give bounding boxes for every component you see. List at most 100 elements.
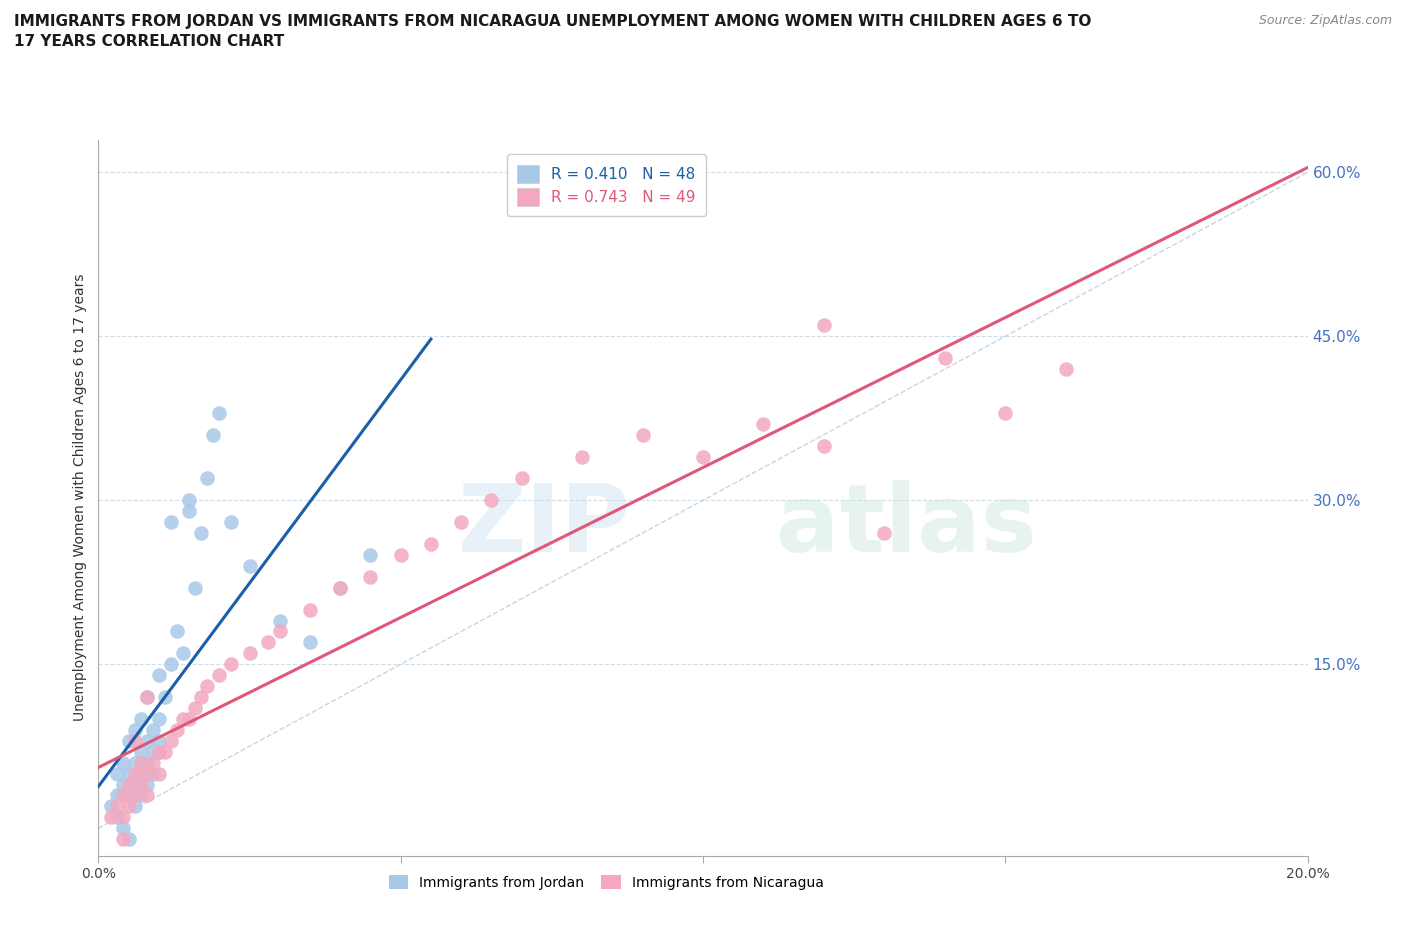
Point bbox=[118, 831, 141, 846]
Point bbox=[135, 690, 157, 705]
Point bbox=[124, 799, 146, 814]
Point bbox=[105, 788, 128, 803]
Point bbox=[160, 734, 183, 749]
Point bbox=[360, 548, 382, 563]
Point bbox=[299, 602, 322, 617]
Point bbox=[129, 788, 152, 803]
Point bbox=[256, 635, 278, 650]
Point bbox=[124, 755, 146, 770]
Point bbox=[111, 821, 134, 836]
Point bbox=[420, 537, 443, 551]
Point bbox=[148, 744, 170, 759]
Point bbox=[111, 788, 134, 803]
Point bbox=[124, 734, 146, 749]
Point bbox=[118, 788, 141, 803]
Point bbox=[135, 690, 157, 705]
Point bbox=[166, 723, 188, 737]
Point bbox=[111, 810, 134, 825]
Y-axis label: Unemployment Among Women with Children Ages 6 to 17 years: Unemployment Among Women with Children A… bbox=[73, 273, 87, 722]
Point bbox=[118, 799, 141, 814]
Point bbox=[142, 766, 165, 781]
Point bbox=[450, 514, 472, 529]
Point bbox=[100, 810, 122, 825]
Point bbox=[329, 580, 352, 595]
Point bbox=[153, 744, 176, 759]
Legend: Immigrants from Jordan, Immigrants from Nicaragua: Immigrants from Jordan, Immigrants from … bbox=[384, 870, 830, 896]
Point bbox=[813, 438, 835, 453]
Point bbox=[129, 744, 152, 759]
Text: atlas: atlas bbox=[776, 480, 1036, 572]
Point bbox=[129, 777, 152, 792]
Point bbox=[105, 799, 128, 814]
Point bbox=[179, 493, 201, 508]
Point bbox=[172, 646, 194, 661]
Point bbox=[129, 766, 152, 781]
Point bbox=[135, 766, 157, 781]
Point bbox=[111, 831, 134, 846]
Point bbox=[124, 766, 146, 781]
Point bbox=[135, 788, 157, 803]
Point bbox=[105, 810, 128, 825]
Point bbox=[208, 405, 231, 420]
Point bbox=[179, 711, 201, 726]
Point bbox=[148, 668, 170, 683]
Point bbox=[752, 417, 775, 432]
Point bbox=[148, 734, 170, 749]
Point bbox=[360, 569, 382, 584]
Point bbox=[299, 635, 322, 650]
Point bbox=[195, 471, 218, 485]
Point bbox=[221, 657, 243, 671]
Point bbox=[190, 690, 212, 705]
Point bbox=[1054, 362, 1077, 377]
Point bbox=[124, 723, 146, 737]
Point bbox=[124, 788, 146, 803]
Point bbox=[269, 624, 291, 639]
Point bbox=[190, 525, 212, 540]
Point bbox=[148, 744, 170, 759]
Point bbox=[329, 580, 352, 595]
Point bbox=[873, 525, 896, 540]
Point bbox=[239, 558, 262, 573]
Point bbox=[571, 449, 593, 464]
Point bbox=[160, 514, 183, 529]
Point bbox=[202, 427, 225, 442]
Point bbox=[389, 548, 412, 563]
Point bbox=[129, 711, 152, 726]
Point bbox=[994, 405, 1017, 420]
Text: ZIP: ZIP bbox=[457, 480, 630, 572]
Point bbox=[100, 799, 122, 814]
Point bbox=[813, 318, 835, 333]
Point bbox=[221, 514, 243, 529]
Point bbox=[129, 755, 152, 770]
Point bbox=[510, 471, 533, 485]
Point bbox=[111, 755, 134, 770]
Point bbox=[239, 646, 262, 661]
Point bbox=[179, 504, 201, 519]
Point bbox=[184, 700, 207, 715]
Point bbox=[184, 580, 207, 595]
Point bbox=[481, 493, 503, 508]
Point bbox=[142, 755, 165, 770]
Point bbox=[118, 766, 141, 781]
Point bbox=[142, 744, 165, 759]
Point bbox=[934, 351, 956, 365]
Point bbox=[166, 624, 188, 639]
Point bbox=[118, 734, 141, 749]
Point bbox=[153, 690, 176, 705]
Point bbox=[172, 711, 194, 726]
Point bbox=[631, 427, 654, 442]
Point bbox=[118, 777, 141, 792]
Point bbox=[692, 449, 714, 464]
Point bbox=[195, 679, 218, 694]
Point bbox=[148, 711, 170, 726]
Point bbox=[111, 777, 134, 792]
Point bbox=[105, 766, 128, 781]
Text: IMMIGRANTS FROM JORDAN VS IMMIGRANTS FROM NICARAGUA UNEMPLOYMENT AMONG WOMEN WIT: IMMIGRANTS FROM JORDAN VS IMMIGRANTS FRO… bbox=[14, 14, 1091, 48]
Text: Source: ZipAtlas.com: Source: ZipAtlas.com bbox=[1258, 14, 1392, 27]
Point bbox=[269, 613, 291, 628]
Point bbox=[148, 766, 170, 781]
Point bbox=[135, 734, 157, 749]
Point bbox=[135, 755, 157, 770]
Point bbox=[135, 777, 157, 792]
Point bbox=[124, 777, 146, 792]
